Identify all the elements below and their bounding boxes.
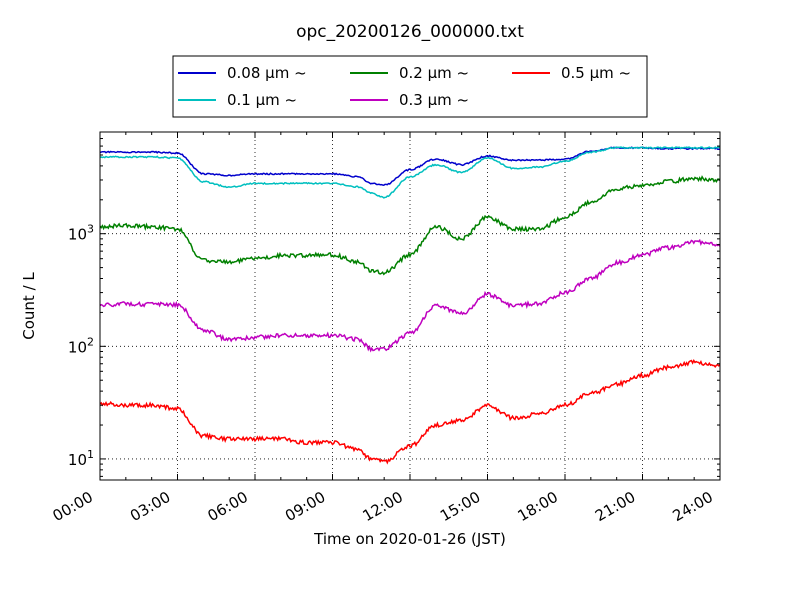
- x-tick-label: 24:00: [670, 488, 716, 525]
- grid: [100, 132, 720, 480]
- x-axis-label: Time on 2020-01-26 (JST): [313, 530, 506, 548]
- x-tick-label: 00:00: [50, 488, 96, 525]
- series-line: [99, 358, 721, 465]
- legend-label: 0.08 μm ~: [227, 64, 307, 82]
- legend-label: 0.2 μm ~: [399, 64, 469, 82]
- legend: 0.08 μm ~ 0.1 μm ~ 0.2 μm ~ 0.3 μm ~ 0.5 μm …: [172, 55, 648, 118]
- chart-title: opc_20200126_000000.txt: [296, 22, 524, 42]
- x-tick-label: 12:00: [360, 488, 406, 525]
- x-tick-label: 09:00: [282, 488, 328, 525]
- x-tick-label: 06:00: [205, 488, 251, 525]
- series-line: [99, 146, 721, 199]
- y-tick-label: 103: [68, 223, 94, 244]
- legend-label: 0.3 μm ~: [399, 91, 469, 109]
- y-tick-label: 101: [68, 448, 94, 469]
- y-axis-label: Count / L: [20, 272, 38, 340]
- data-series: [99, 146, 721, 465]
- x-tick-label: 15:00: [437, 488, 483, 525]
- x-tick-label: 21:00: [592, 488, 638, 525]
- legend-label: 0.5 μm ~: [561, 64, 631, 82]
- series-line: [99, 238, 721, 353]
- y-tick-label: 102: [68, 335, 94, 356]
- legend-box: [172, 55, 648, 118]
- x-tick-label: 18:00: [515, 488, 561, 525]
- x-tick-label: 03:00: [127, 488, 173, 525]
- legend-label: 0.1 μm ~: [227, 91, 297, 109]
- series-line: [99, 175, 721, 276]
